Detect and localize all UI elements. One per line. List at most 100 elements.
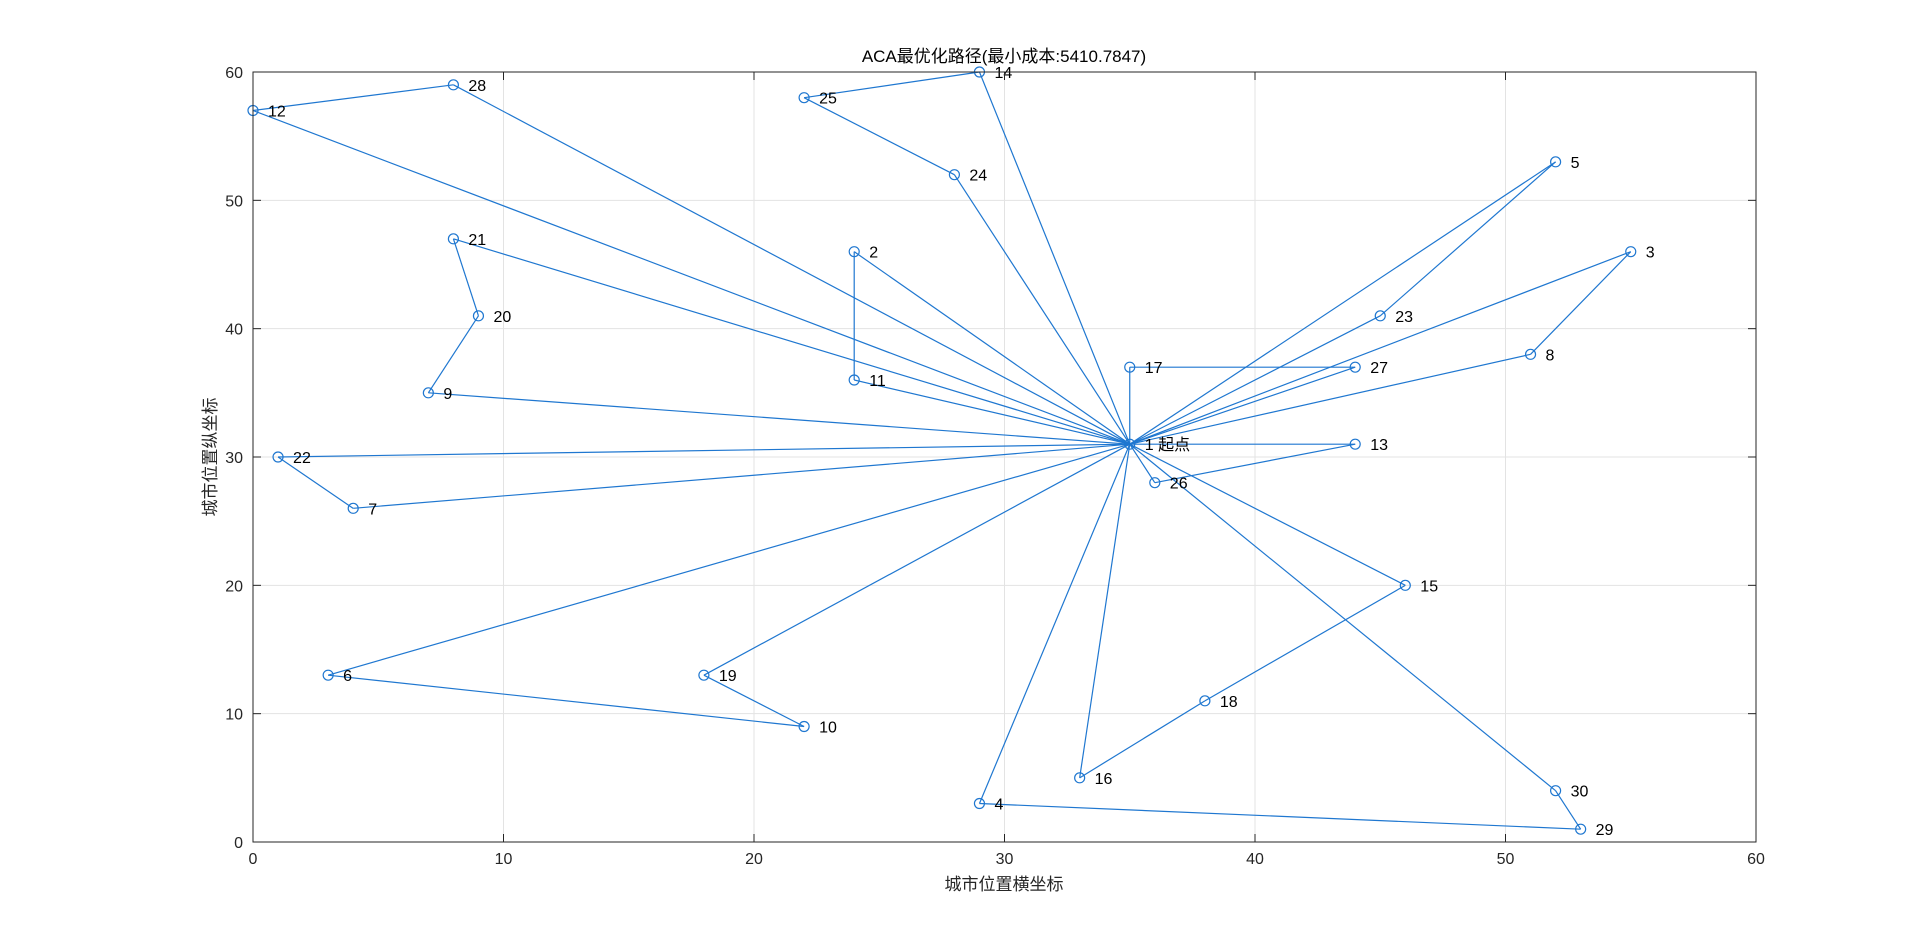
route-segment — [452, 238, 480, 317]
route-lines — [252, 71, 1632, 830]
route-segment — [804, 71, 980, 99]
city-marker — [422, 387, 434, 399]
city-label: 25 — [819, 91, 837, 108]
city-marker — [1625, 246, 1637, 258]
x-axis-title: 城市位置横坐标 — [945, 875, 1064, 894]
city-label: 12 — [268, 104, 286, 121]
city-marker — [272, 451, 284, 463]
city-label: 30 — [1571, 784, 1589, 801]
city-label: 9 — [443, 386, 452, 403]
city-marker — [948, 169, 961, 181]
city-marker — [1524, 348, 1537, 360]
city-label: 23 — [1395, 309, 1413, 326]
y-tick-label: 60 — [225, 65, 243, 82]
city-marker — [1199, 695, 1211, 707]
city-label: 17 — [1145, 360, 1163, 377]
city-marker — [973, 797, 986, 810]
city-marker — [848, 246, 860, 258]
city-label: 3 — [1646, 245, 1655, 262]
y-tick-label: 30 — [225, 450, 243, 467]
route-segment — [978, 71, 1131, 445]
city-marker — [1149, 477, 1161, 489]
chart-title: ACA最优化路径(最小成本:5410.7847) — [862, 47, 1146, 66]
route-segment — [427, 315, 479, 394]
city-marker — [1549, 156, 1562, 168]
route-segment — [353, 443, 1130, 509]
y-tick-label: 20 — [225, 578, 243, 595]
route-segment — [703, 674, 805, 728]
city-label: 24 — [969, 168, 987, 185]
city-label: 4 — [994, 797, 1003, 814]
route-segment — [1204, 584, 1406, 702]
city-label: 15 — [1420, 578, 1438, 595]
route-segment — [953, 174, 1131, 445]
route-segment — [1379, 161, 1556, 317]
city-label: 14 — [994, 65, 1012, 82]
city-marker — [347, 502, 359, 514]
route-segment — [1154, 443, 1356, 484]
city-marker — [798, 92, 810, 104]
y-tick-label: 10 — [225, 707, 243, 724]
city-labels: 1 起点2 34567891011121314151617181920212223… — [268, 65, 1655, 839]
city-label: 22 — [293, 450, 311, 467]
route-segment — [428, 392, 1130, 445]
city-marker — [1374, 310, 1386, 322]
city-marker — [1349, 361, 1361, 373]
city-marker — [447, 79, 459, 91]
city-label: 20 — [493, 309, 511, 326]
route-segment — [1129, 353, 1531, 445]
x-tick-label: 10 — [495, 851, 513, 868]
city-marker — [447, 233, 459, 245]
city-label: 19 — [719, 668, 737, 685]
axis-ticks: 0 10 20 30 40 50 60 0 10 20 30 40 50 60 — [225, 65, 1765, 868]
route-segment — [252, 109, 1130, 445]
route-segment — [252, 84, 454, 112]
route-segment — [1129, 443, 1406, 586]
route-segment — [1079, 700, 1206, 779]
city-label: 27 — [1370, 360, 1388, 377]
route-segment — [327, 443, 1130, 676]
route-segment — [1555, 790, 1582, 830]
route-segment — [1079, 444, 1131, 778]
city-marker — [1575, 823, 1587, 835]
city-marker — [472, 310, 485, 322]
city-label: 10 — [819, 720, 837, 737]
route-segment — [979, 802, 1581, 830]
city-marker — [1549, 785, 1562, 797]
grid-lines — [253, 72, 1756, 842]
route-segment — [854, 379, 1130, 445]
city-label: 18 — [1220, 694, 1238, 711]
y-tick-label: 50 — [225, 193, 243, 210]
city-marker — [322, 669, 334, 681]
route-segment — [278, 443, 1130, 458]
city-label: 16 — [1095, 771, 1113, 788]
route-segment — [703, 443, 1131, 676]
city-label: 5 — [1571, 155, 1580, 172]
route-segment — [453, 84, 1131, 445]
route-segment — [328, 674, 805, 728]
route-segment — [1129, 443, 1556, 792]
city-label: 6 — [343, 668, 352, 685]
city-marker — [1124, 438, 1136, 450]
route-segment — [453, 238, 1130, 445]
city-marker — [1074, 772, 1086, 784]
city-marker — [698, 669, 710, 681]
route-segment — [1129, 315, 1381, 445]
route-segment — [1129, 443, 1156, 483]
route-segment — [803, 97, 955, 176]
route-segment — [1129, 161, 1556, 445]
city-label: 1 起点 — [1145, 436, 1190, 454]
route-segment — [1530, 251, 1632, 355]
city-label: 29 — [1596, 822, 1614, 839]
route-segment — [853, 251, 1131, 445]
route-segment — [277, 456, 354, 509]
x-tick-label: 30 — [996, 851, 1014, 868]
x-tick-label: 50 — [1497, 851, 1515, 868]
y-axis-title: 城市位置纵坐标 — [201, 398, 220, 517]
y-tick-label: 0 — [234, 835, 243, 852]
x-tick-label: 40 — [1246, 851, 1264, 868]
city-marker — [1124, 361, 1136, 373]
route-segment — [1129, 251, 1631, 445]
city-marker — [798, 720, 810, 733]
